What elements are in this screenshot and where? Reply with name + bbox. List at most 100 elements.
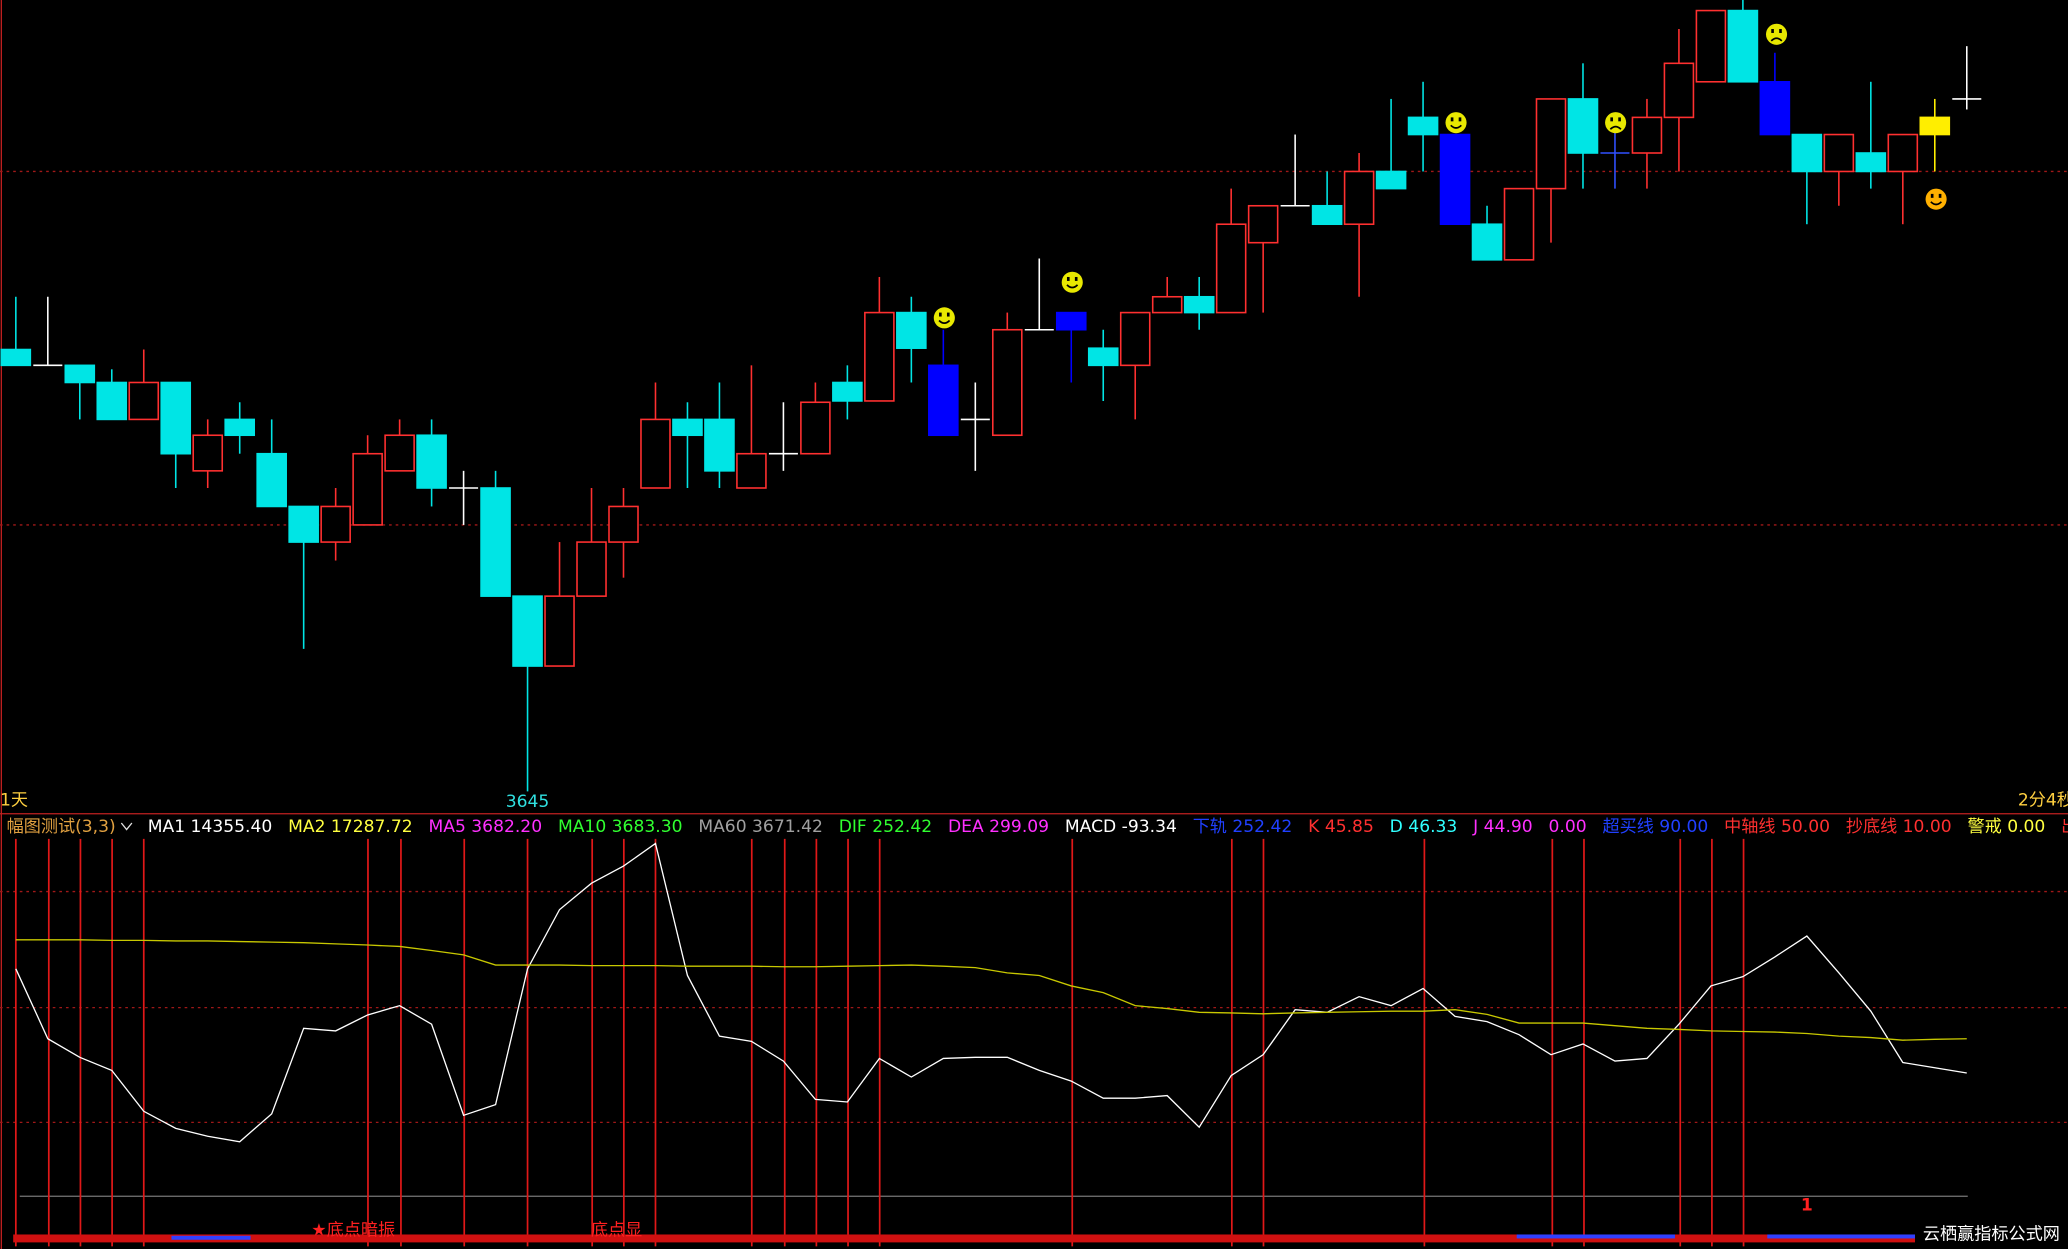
candle-body bbox=[1695, 9, 1727, 83]
candle-body bbox=[1759, 80, 1791, 136]
candle-body bbox=[512, 595, 543, 667]
candle-body bbox=[608, 505, 639, 543]
candle-body bbox=[416, 434, 447, 489]
smiley-mouth bbox=[1450, 124, 1462, 129]
candle-body bbox=[128, 381, 160, 421]
candle-body bbox=[1919, 116, 1951, 136]
candle-body bbox=[1471, 223, 1503, 261]
candle-body bbox=[1791, 133, 1823, 173]
watermark: 云栖赢指标公式网 bbox=[1923, 1224, 2060, 1244]
low-label: 3645 bbox=[506, 792, 550, 812]
legend-entry: J 44.90 bbox=[1472, 817, 1533, 837]
smiley-eye bbox=[1450, 117, 1454, 122]
candle-body bbox=[1439, 133, 1471, 226]
legend-entry: MACD -93.34 bbox=[1065, 817, 1177, 837]
candle-body bbox=[1343, 170, 1375, 226]
indicator-line bbox=[15, 939, 1967, 1041]
legend-entry: 下轨 252.42 bbox=[1193, 817, 1293, 837]
candle-body bbox=[480, 487, 511, 597]
smiley-eye bbox=[1074, 276, 1078, 281]
candle-body bbox=[1887, 133, 1919, 173]
candle-body bbox=[1855, 152, 1887, 173]
dropdown-icon[interactable] bbox=[120, 822, 133, 831]
smiley-eye bbox=[1618, 117, 1621, 122]
smiley-eye bbox=[1779, 29, 1782, 33]
smiley bbox=[1765, 23, 1788, 45]
smiley-eye bbox=[939, 312, 942, 317]
period-label: 1天 bbox=[0, 791, 28, 811]
candle-body bbox=[1503, 187, 1535, 261]
smiley-mouth bbox=[1930, 201, 1942, 206]
candle-body bbox=[320, 505, 351, 543]
candle-body bbox=[352, 452, 383, 526]
annotation: ★底点暗振 bbox=[311, 1221, 395, 1241]
watermark-bg bbox=[1915, 1219, 2068, 1249]
candle-body bbox=[991, 328, 1023, 437]
timer: 2分4秒 bbox=[2018, 791, 2068, 811]
candle-body bbox=[1727, 9, 1759, 83]
candle-body bbox=[672, 418, 703, 437]
candle-body bbox=[1087, 347, 1119, 367]
indicator-lines bbox=[15, 842, 1967, 1143]
legend: MA1 14355.40 MA2 17287.72 MA5 3682.20 MA10 … bbox=[148, 817, 2068, 837]
candle-body bbox=[800, 401, 831, 455]
smiley bbox=[1445, 112, 1467, 134]
candle-body bbox=[160, 381, 192, 455]
legend-entry: 出击 0.00 bbox=[2061, 817, 2068, 837]
smiley-eye bbox=[1610, 117, 1613, 122]
candle-body bbox=[1119, 311, 1151, 367]
candle-body bbox=[1183, 295, 1215, 314]
legend-entry: MA5 3682.20 bbox=[428, 817, 542, 837]
candle-body bbox=[736, 452, 767, 489]
candles bbox=[0, 0, 1982, 792]
candle-body bbox=[896, 311, 927, 349]
annotation: 1 bbox=[1801, 1195, 1813, 1215]
indicator-title: 幅图测试(3,3) bbox=[7, 817, 116, 837]
smiley-mouth bbox=[1770, 37, 1783, 42]
smiley-eye bbox=[1771, 29, 1774, 33]
legend-entry: DIF 252.42 bbox=[839, 817, 932, 837]
candle-body bbox=[640, 418, 671, 489]
candle-body bbox=[1631, 116, 1663, 154]
smiley-mouth bbox=[1066, 284, 1079, 289]
legend-entry: MA1 14355.40 bbox=[148, 817, 273, 837]
candle-body bbox=[928, 364, 959, 437]
candle-body bbox=[544, 595, 575, 667]
candle-body bbox=[96, 381, 128, 421]
candle-body bbox=[192, 434, 224, 472]
signal-lines bbox=[14, 838, 1745, 1247]
candle-body bbox=[576, 541, 607, 597]
candle-body bbox=[1055, 311, 1087, 331]
smiley bbox=[1925, 188, 1947, 210]
smiley-eye bbox=[946, 312, 950, 317]
candle-body bbox=[224, 418, 256, 437]
legend-entry: MA60 3671.42 bbox=[698, 817, 823, 837]
candle-body bbox=[1311, 204, 1343, 226]
candle-body bbox=[1215, 223, 1247, 314]
candle-body bbox=[1823, 133, 1855, 173]
candle-body bbox=[64, 364, 96, 384]
smiley bbox=[1061, 271, 1083, 293]
legend-entry: 超买线 90.00 bbox=[1602, 817, 1708, 837]
legend-entry: 中轴线 50.00 bbox=[1724, 817, 1830, 837]
candle-body bbox=[288, 505, 319, 543]
smiley-eye bbox=[1458, 117, 1462, 122]
bottom-bars bbox=[171, 1235, 251, 1240]
candle-body bbox=[0, 348, 32, 367]
candle-body bbox=[1247, 204, 1279, 244]
candle-body bbox=[1375, 170, 1407, 190]
candle-body bbox=[704, 418, 735, 472]
bottom-bars bbox=[1516, 1234, 1675, 1239]
legend-entry: K 45.85 bbox=[1308, 817, 1374, 837]
indicator-line bbox=[15, 842, 1967, 1143]
legend-entry: 抄底线 10.00 bbox=[1846, 817, 1952, 837]
smiley-eye bbox=[1066, 276, 1070, 281]
candle-body bbox=[1407, 116, 1439, 136]
legend-entry: MA2 17287.72 bbox=[288, 817, 413, 837]
candle-body bbox=[832, 381, 863, 402]
smiley-eye bbox=[1938, 193, 1942, 198]
candle-body bbox=[864, 311, 895, 402]
